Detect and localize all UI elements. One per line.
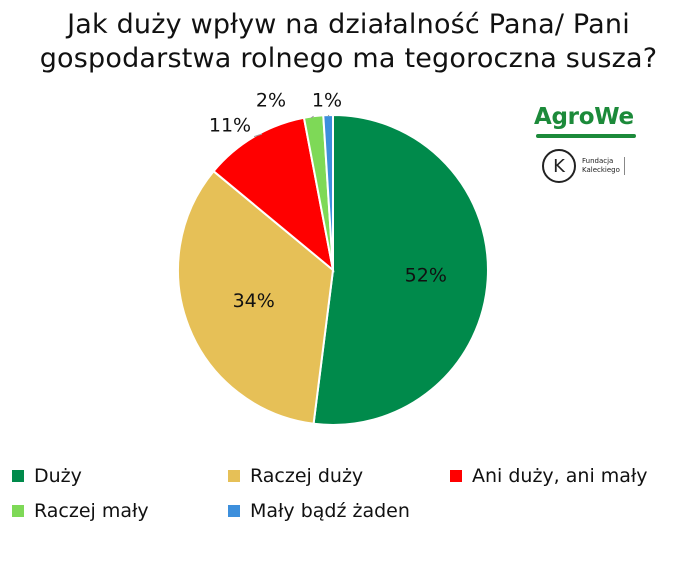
pie-slices — [177, 113, 489, 426]
legend-item-maly-badz-zaden: Mały bądź żaden — [228, 500, 410, 522]
slice-value-label: 2% — [256, 90, 286, 112]
leader-lines — [253, 114, 330, 138]
legend-swatch — [12, 470, 24, 482]
chart-title-line-1: Jak duży wpływ na działalność Pana/ Pani — [67, 9, 630, 40]
chart-title-line-2: gospodarstwa rolnego ma tegoroczna susza… — [39, 43, 658, 74]
agrowe-logo: AgroWe — [534, 104, 634, 130]
leader-line — [253, 133, 263, 138]
fundacja-kaleckiego-mark-icon: K — [542, 149, 576, 183]
fundacja-kaleckiego-logo: K Fundacja Kaleckiego — [542, 149, 625, 183]
slice-value-label: 11% — [209, 115, 251, 137]
legend-item-ani-duzy-ani-maly: Ani duży, ani mały — [450, 465, 648, 487]
legend-item-raczej-maly: Raczej mały — [12, 500, 149, 522]
pie-slice-1 — [177, 169, 335, 425]
slice-value-label: 52% — [405, 264, 447, 286]
slice-value-label: 34% — [233, 290, 275, 312]
legend-label: Mały bądź żaden — [250, 500, 410, 522]
legend-swatch — [228, 470, 240, 482]
fundacja-kaleckiego-text: Fundacja Kaleckiego — [582, 157, 625, 175]
legend-item-raczej-duzy: Raczej duży — [228, 465, 363, 487]
legend-label: Raczej duży — [250, 465, 364, 487]
legend-swatch — [228, 505, 240, 517]
slice-value-label: 1% — [312, 90, 342, 112]
pie-slice-0 — [312, 113, 489, 426]
leader-line — [310, 115, 314, 119]
legend-label: Duży — [34, 465, 82, 487]
legend-item-duzy: Duży — [12, 465, 82, 487]
legend-label: Raczej mały — [34, 500, 149, 522]
agrowe-logo-underline — [536, 134, 636, 138]
leader-line — [327, 114, 330, 117]
legend-label: Ani duży, ani mały — [472, 465, 648, 487]
legend-swatch — [12, 505, 24, 517]
legend-swatch — [450, 470, 462, 482]
slice-labels: 52% 34% 11%2% 1% — [209, 90, 447, 312]
chart-title: Jak duży wpływ na działalność Pana/ Pani… — [0, 8, 697, 76]
